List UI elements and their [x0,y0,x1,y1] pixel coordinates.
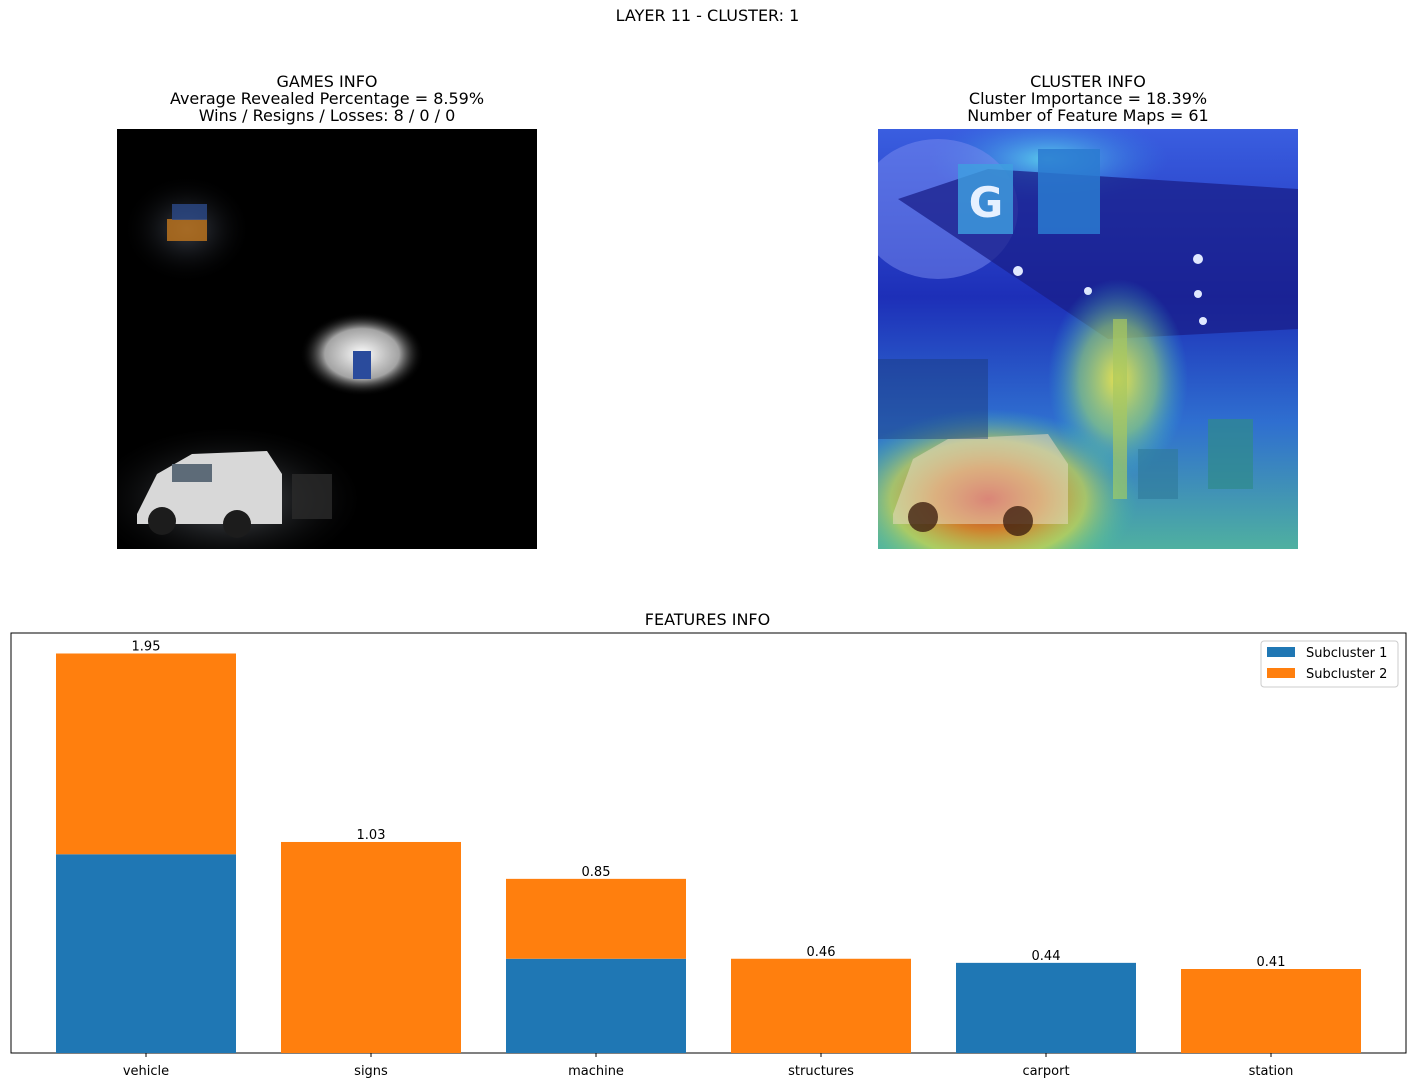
legend-box [1260,640,1399,688]
data-label-vehicle: 1.95 [132,639,161,654]
bar-vehicle-subcluster-2 [56,653,236,855]
cluster-info-title: CLUSTER INFO Cluster Importance = 18.39%… [878,73,1298,124]
bar-machine-subcluster-1 [506,958,686,1053]
masked-game-image-svg [117,129,537,549]
plot-frame [10,632,1407,1054]
cluster-importance: Cluster Importance = 18.39% [968,89,1208,108]
feature-map-count: Number of Feature Maps = 61 [967,106,1209,125]
bar-structures-subcluster-2 [731,958,911,1053]
data-label-structures: 0.46 [807,945,836,960]
legend-swatch-subcluster-2 [1267,668,1295,678]
figure-title: LAYER 11 - CLUSTER: 1 [615,6,800,25]
wins-resigns-losses: Wins / Resigns / Losses: 8 / 0 / 0 [198,106,456,125]
cluster-heatmap-image: G [878,129,1298,549]
x-tick-label-vehicle: vehicle [123,1064,169,1079]
data-label-station: 0.41 [1257,955,1286,970]
legend-label-subcluster-2: Subcluster 2 [1306,667,1387,682]
cluster-info-heading: CLUSTER INFO [1030,72,1146,91]
labels-layer: 1.95 1.03 0.85 0.46 0.44 0.41 [132,639,1286,970]
bar-machine-subcluster-2 [506,878,686,959]
bar-vehicle-subcluster-1 [56,854,236,1053]
legend-swatch-subcluster-1 [1267,647,1295,657]
x-tick-label-structures: structures [788,1064,854,1079]
average-revealed-percentage: Average Revealed Percentage = 8.59% [169,89,485,108]
x-tick-label-carport: carport [1022,1064,1069,1079]
bar-signs-subcluster-2 [281,841,461,1053]
svg-text:G: G [969,178,1003,227]
legend: Subcluster 1 Subcluster 2 [1260,640,1399,688]
x-tick-label-station: station [1249,1064,1294,1079]
bar-station-subcluster-2 [1181,969,1361,1053]
features-info-title: FEATURES INFO [644,610,771,629]
data-label-carport: 0.44 [1032,949,1061,964]
games-info-heading: GAMES INFO [276,72,378,91]
games-info-title: GAMES INFO Average Revealed Percentage =… [117,73,537,124]
bars-layer [56,653,1361,1053]
ticks-layer: vehicle signs machine structures carport stat… [123,1053,1294,1079]
data-label-signs: 1.03 [357,828,386,843]
x-tick-label-machine: machine [568,1064,624,1079]
legend-label-subcluster-1: Subcluster 1 [1306,646,1387,661]
data-label-machine: 0.85 [582,865,611,880]
masked-game-image [117,129,537,549]
x-tick-label-signs: signs [354,1064,388,1079]
cluster-heatmap-svg: G [878,129,1298,549]
bar-carport-subcluster-1 [956,962,1136,1053]
